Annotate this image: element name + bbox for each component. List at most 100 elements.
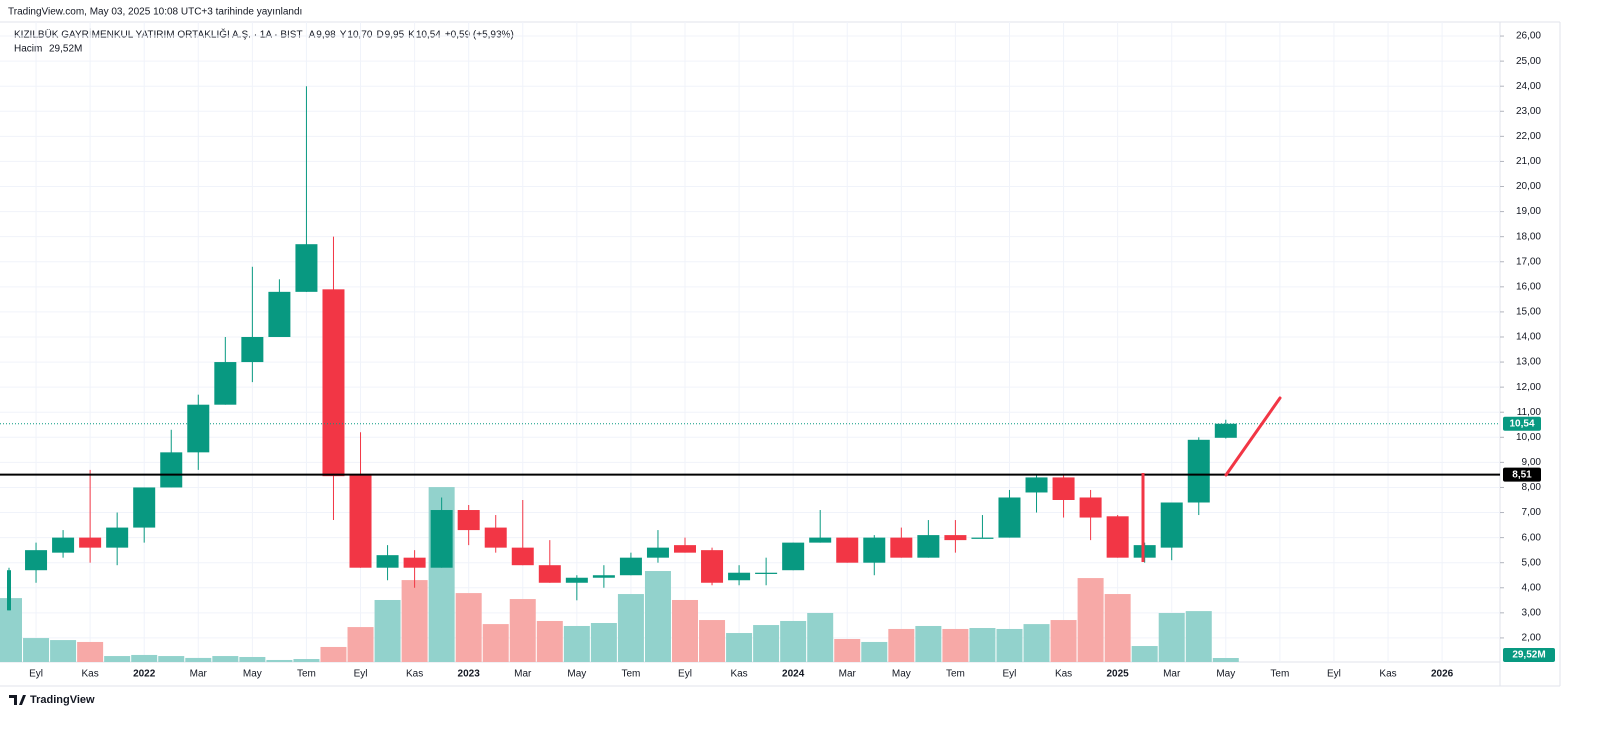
candle-body — [565, 577, 588, 583]
volume-bar — [1212, 658, 1239, 662]
volume-bar — [915, 625, 942, 662]
volume-bar — [455, 593, 482, 662]
volume-bar — [347, 627, 374, 662]
y-tick-label: 26,00 — [1516, 31, 1541, 42]
price-label-box — [1503, 416, 1541, 431]
candle-body — [376, 555, 399, 568]
x-tick-label: Kas — [1379, 669, 1396, 680]
volume-bar — [1131, 646, 1158, 662]
candle-body — [403, 557, 426, 568]
candle-body — [646, 547, 669, 558]
candle-body — [322, 289, 345, 477]
candle-body — [1079, 497, 1102, 518]
candle-body — [619, 557, 642, 576]
candle-body — [538, 565, 561, 583]
x-tick-label: May — [892, 669, 911, 680]
volume-bar — [644, 571, 671, 662]
y-tick-label: 20,00 — [1516, 181, 1541, 192]
y-tick-label: 8,00 — [1522, 482, 1542, 493]
x-tick-label: Mar — [190, 669, 208, 680]
candle-body — [187, 404, 210, 453]
x-tick-label: Eyl — [1003, 669, 1017, 680]
volume-bar — [699, 620, 726, 662]
legend-text: 10,54 — [416, 30, 441, 41]
volume-bar — [239, 656, 266, 662]
y-tick-label: 13,00 — [1516, 357, 1541, 368]
volume-bar — [1158, 612, 1185, 662]
legend: KIZILBÜK GAYRİMENKUL YATIRIM ORTAKLIĞI A… — [14, 28, 514, 55]
drawing-line — [1224, 396, 1282, 477]
candle-body — [1160, 502, 1183, 548]
volume-bar — [401, 580, 428, 662]
y-tick-label: 19,00 — [1516, 206, 1541, 217]
x-tick-label: Eyl — [678, 669, 692, 680]
x-tick-label: Kas — [1055, 669, 1072, 680]
candle-body — [890, 537, 913, 558]
volume-bar — [77, 641, 104, 662]
candle-body — [457, 510, 480, 531]
y-tick-label: 22,00 — [1516, 131, 1541, 142]
candle-body — [1187, 439, 1210, 503]
candle-body — [25, 550, 48, 571]
y-tick-label: 3,00 — [1522, 607, 1542, 618]
x-tick-label: Tem — [621, 669, 640, 680]
legend-text: Y — [340, 30, 347, 41]
candle-body — [133, 487, 156, 528]
volume-bar — [888, 628, 915, 662]
price-label: 10,54 — [1509, 418, 1534, 429]
volume-value: 29,52M — [49, 44, 82, 55]
x-tick-label: Mar — [839, 669, 857, 680]
price-label-box — [1503, 467, 1541, 482]
volume-bar — [374, 599, 401, 662]
volume-name: Hacim — [14, 44, 42, 55]
x-tick-label: May — [1216, 669, 1235, 680]
volume-bar — [482, 624, 509, 662]
y-tick-label: 7,00 — [1522, 507, 1542, 518]
legend-text: 9,98 — [316, 30, 336, 41]
volume-bar — [509, 599, 536, 662]
legend-text: +0,59 (+5,93%) — [445, 30, 514, 41]
candle-body — [511, 547, 534, 566]
x-tick-label: Eyl — [354, 669, 368, 680]
x-tick-label: 2026 — [1431, 669, 1454, 680]
candle-body — [214, 362, 237, 405]
volume-axis-label: 29,52M — [1512, 650, 1545, 661]
y-tick-label: 2,00 — [1522, 633, 1542, 644]
candle-body — [944, 535, 967, 541]
y-tick-label: 9,00 — [1522, 457, 1542, 468]
candle-body — [484, 527, 507, 548]
volume-bar — [1185, 611, 1212, 662]
volume-bar — [23, 638, 50, 662]
candle-body — [106, 527, 129, 548]
y-tick-label: 16,00 — [1516, 281, 1541, 292]
candle-body — [1025, 477, 1048, 493]
legend-text: KIZILBÜK GAYRİMENKUL YATIRIM ORTAKLIĞI A… — [14, 28, 303, 41]
x-tick-label: Tem — [297, 669, 316, 680]
candle-body — [1106, 516, 1129, 558]
volume-bar — [996, 628, 1023, 662]
volume-bar — [212, 656, 239, 662]
y-tick-label: 11,00 — [1517, 407, 1542, 418]
x-tick-label: Kas — [730, 669, 747, 680]
y-tick-label: 21,00 — [1516, 156, 1541, 167]
candle-body — [701, 550, 724, 583]
header: TradingView.com, May 03, 2025 10:08 UTC+… — [8, 7, 302, 18]
legend-text: K — [408, 30, 415, 41]
candle-body — [917, 535, 940, 558]
candle-body — [809, 537, 832, 543]
y-tick-label: 18,00 — [1516, 231, 1541, 242]
x-tick-label: Tem — [1270, 669, 1289, 680]
volume-bar — [672, 599, 698, 662]
volume-bar — [536, 620, 563, 662]
y-tick-label: 17,00 — [1516, 256, 1541, 267]
candle-body — [7, 570, 11, 611]
volume-bar — [1050, 620, 1077, 662]
volume-bar — [834, 638, 861, 662]
volume-bar — [1104, 594, 1131, 662]
y-tick-label: 12,00 — [1516, 382, 1541, 393]
volume-bar — [563, 625, 590, 662]
candle-body — [1052, 477, 1075, 500]
legend-text: D — [376, 30, 383, 41]
volume-bar — [50, 640, 77, 662]
